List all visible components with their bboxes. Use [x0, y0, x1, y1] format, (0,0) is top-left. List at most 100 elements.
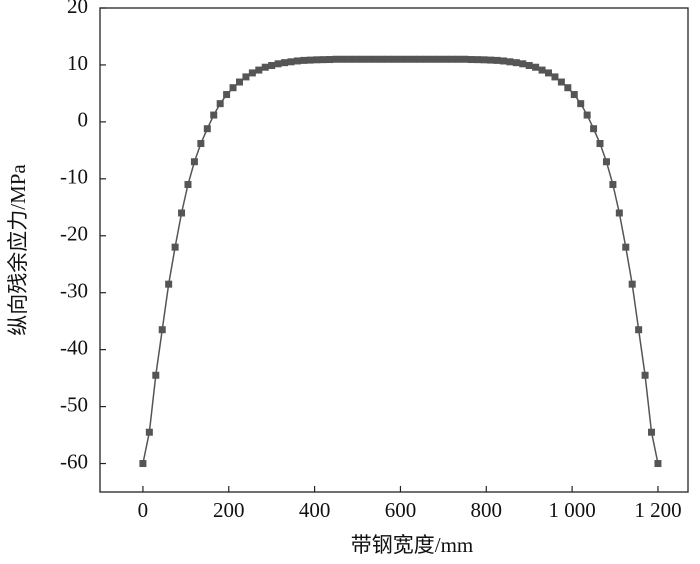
data-point — [635, 326, 643, 334]
x-tick-label: 400 — [299, 498, 331, 522]
data-point — [197, 140, 205, 148]
data-point — [622, 243, 630, 251]
data-point — [210, 111, 218, 119]
data-point — [454, 55, 462, 63]
data-point — [461, 55, 469, 63]
data-point — [190, 158, 198, 166]
data-point — [248, 69, 256, 77]
data-point — [313, 56, 321, 64]
data-point — [609, 181, 617, 189]
data-point — [390, 55, 398, 63]
data-point — [216, 100, 224, 108]
data-point — [345, 55, 353, 63]
data-point — [442, 55, 450, 63]
data-point — [641, 371, 649, 379]
data-point — [409, 55, 417, 63]
data-point — [602, 158, 610, 166]
x-axis-label: 带钢宽度/mm — [351, 533, 474, 557]
data-point — [229, 84, 237, 92]
plot-frame — [99, 7, 689, 493]
data-point — [545, 69, 553, 77]
data-point — [615, 209, 623, 217]
data-point — [332, 55, 340, 63]
x-tick-label: 800 — [471, 498, 503, 522]
data-point — [435, 55, 443, 63]
data-point — [474, 56, 482, 64]
data-point — [145, 428, 153, 436]
x-tick-label: 1 000 — [548, 498, 595, 522]
data-point — [551, 73, 559, 81]
data-point — [358, 55, 366, 63]
y-tick-label: 20 — [67, 0, 88, 18]
data-point — [538, 66, 546, 74]
data-point — [564, 84, 572, 92]
data-point — [338, 55, 346, 63]
data-point — [416, 55, 424, 63]
data-point — [287, 58, 295, 66]
x-tick-label: 1 200 — [634, 498, 681, 522]
data-point — [596, 140, 604, 148]
data-point — [506, 58, 514, 66]
data-point — [557, 78, 565, 86]
data-point — [306, 56, 314, 64]
data-point — [396, 55, 404, 63]
data-point — [351, 55, 359, 63]
data-point — [184, 181, 192, 189]
data-point — [242, 73, 250, 81]
data-point — [268, 62, 276, 70]
data-point — [377, 55, 385, 63]
data-point — [152, 371, 160, 379]
data-point — [654, 460, 662, 468]
data-point — [525, 62, 533, 70]
data-point — [139, 460, 147, 468]
data-point — [319, 56, 327, 64]
data-point — [422, 55, 430, 63]
data-point — [165, 280, 173, 288]
x-tick-label: 200 — [213, 498, 245, 522]
data-point — [281, 59, 289, 67]
y-axis-label: 纵向残余应力/MPa — [6, 164, 30, 336]
data-point — [570, 91, 578, 99]
series-line — [142, 58, 659, 464]
data-point — [429, 55, 437, 63]
y-tick-label: -60 — [60, 449, 88, 473]
x-tick-label: 600 — [385, 498, 417, 522]
data-point — [590, 125, 598, 133]
data-point — [300, 56, 308, 64]
data-point — [480, 56, 488, 64]
data-point — [255, 66, 263, 74]
data-point — [532, 63, 540, 71]
x-tick-label: 0 — [138, 498, 149, 522]
data-point — [171, 243, 179, 251]
y-tick-label: -40 — [60, 335, 88, 359]
data-point — [499, 57, 507, 65]
data-point — [274, 60, 282, 68]
data-point — [583, 111, 591, 119]
y-tick-label: 0 — [78, 108, 89, 132]
data-point — [512, 59, 520, 67]
data-point — [261, 63, 269, 71]
data-point — [493, 56, 501, 64]
data-point — [448, 55, 456, 63]
data-point — [519, 60, 527, 68]
data-point — [628, 280, 636, 288]
data-point — [487, 56, 495, 64]
data-point — [577, 100, 585, 108]
data-point — [293, 57, 301, 65]
y-tick-label: -20 — [60, 222, 88, 246]
data-point — [648, 428, 656, 436]
data-point — [467, 56, 475, 64]
data-point — [371, 55, 379, 63]
data-point — [223, 91, 231, 99]
data-point — [203, 125, 211, 133]
y-tick-label: 10 — [67, 51, 88, 75]
data-point — [235, 78, 243, 86]
data-point — [158, 326, 166, 334]
y-tick-label: -50 — [60, 392, 88, 416]
data-point — [384, 55, 392, 63]
data-point — [326, 56, 334, 64]
y-tick-label: -30 — [60, 279, 88, 303]
data-point — [178, 209, 186, 217]
data-point — [364, 55, 372, 63]
